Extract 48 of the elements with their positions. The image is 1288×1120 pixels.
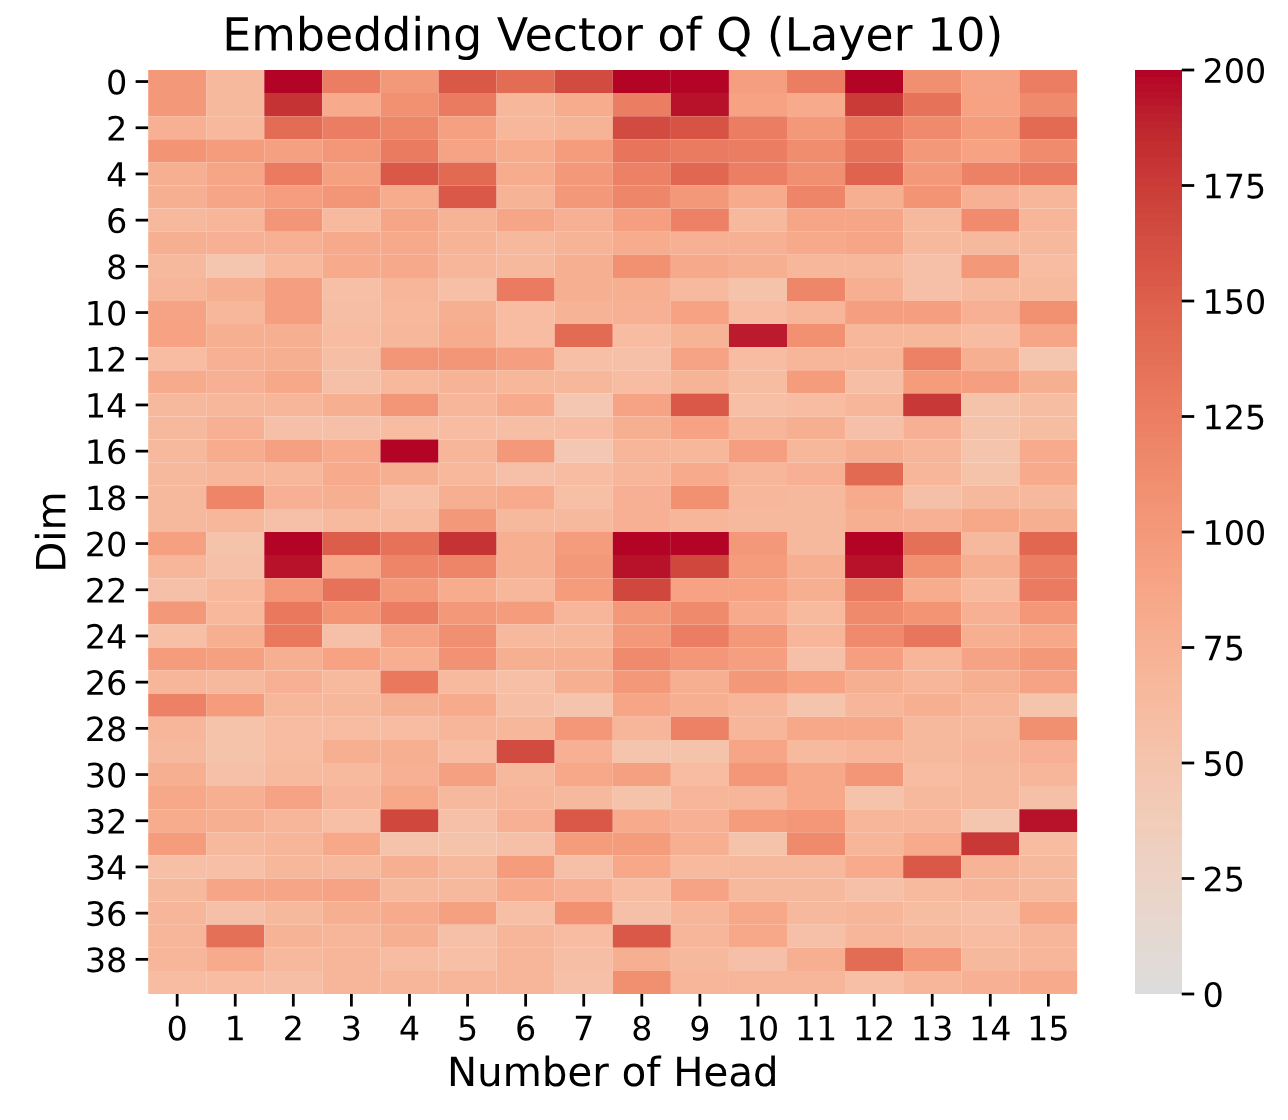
y-tick-label: 20 <box>87 531 126 557</box>
y-tick-label: 24 <box>87 623 126 649</box>
y-tick-label: 38 <box>87 947 125 973</box>
y-tick-label: 34 <box>87 854 126 881</box>
y-tick-label: 32 <box>87 808 124 834</box>
color-bar-label: 150 <box>1206 288 1264 315</box>
color-bar-label: 50 <box>1205 750 1243 777</box>
chart-title: Embedding Vector of Q (Layer 10) <box>226 15 1000 61</box>
y-tick-label: 18 <box>88 485 125 511</box>
y-tick-label: 16 <box>88 439 126 465</box>
y-tick-label: 36 <box>87 901 126 927</box>
y-tick-label: 26 <box>87 670 126 696</box>
y-tick-label: 6 <box>108 208 126 234</box>
y-tick-label: 4 <box>107 162 126 187</box>
x-tick-label: 5 <box>459 1015 476 1041</box>
x-tick-label: 7 <box>575 1015 592 1041</box>
y-tick-label: 8 <box>108 254 126 280</box>
x-tick-label: 11 <box>798 1015 835 1041</box>
x-tick-label: 9 <box>691 1015 709 1041</box>
x-tick-label: 0 <box>168 1015 186 1041</box>
color-bar-label: 100 <box>1206 519 1264 546</box>
x-tick-label: 4 <box>400 1015 419 1041</box>
x-tick-label: 8 <box>633 1015 651 1041</box>
color-bar-label: 25 <box>1205 866 1243 892</box>
color-bar-label: 0 <box>1204 981 1222 1008</box>
y-tick-label: 22 <box>87 577 124 603</box>
y-tick-label: 14 <box>88 393 126 418</box>
x-tick-label: 2 <box>285 1015 301 1041</box>
y-tick-label: 30 <box>87 762 126 788</box>
y-tick-label: 12 <box>88 346 124 372</box>
y-tick-label: 28 <box>87 716 125 742</box>
x-axis-title: Number of Head <box>450 1055 775 1087</box>
color-bar-label: 75 <box>1205 635 1243 661</box>
color-bar-label: 175 <box>1206 173 1264 199</box>
x-tick-label: 6 <box>517 1015 535 1041</box>
x-tick-label: 10 <box>740 1015 777 1041</box>
y-tick-label: 10 <box>88 300 126 326</box>
x-tick-label: 14 <box>972 1015 1010 1041</box>
x-tick-label: 15 <box>1030 1015 1067 1041</box>
x-tick-label: 1 <box>228 1015 243 1041</box>
y-tick-label: 2 <box>108 115 124 141</box>
x-tick-label: 3 <box>343 1015 360 1041</box>
y-tick-label: 0 <box>108 69 126 95</box>
color-bar-label: 200 <box>1205 57 1264 84</box>
x-tick-label: 12 <box>856 1015 892 1041</box>
y-axis-title: Dim <box>34 494 66 569</box>
x-tick-label: 13 <box>914 1015 951 1041</box>
color-bar-label: 125 <box>1206 404 1264 430</box>
